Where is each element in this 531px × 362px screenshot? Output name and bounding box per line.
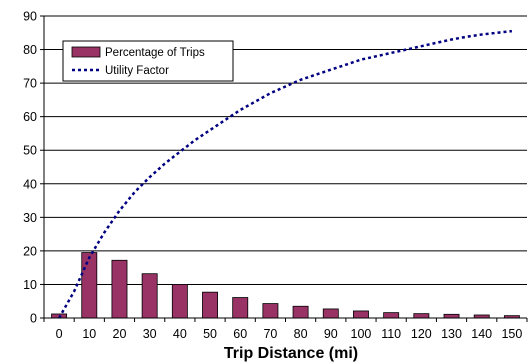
y-tick-label: 40 <box>23 177 37 191</box>
bar <box>322 308 339 319</box>
x-tick-label: 30 <box>143 327 157 341</box>
bar <box>171 284 188 319</box>
x-tick-label: 150 <box>501 327 522 341</box>
legend: Percentage of Trips Utility Factor <box>62 40 234 82</box>
legend-label-utility-factor: Utility Factor <box>105 65 169 77</box>
x-tick-label: 50 <box>203 327 217 341</box>
bar <box>81 252 98 319</box>
y-tick-label: 80 <box>23 43 37 57</box>
x-tick-label: 140 <box>471 327 492 341</box>
x-tick-labels: 0 10 20 30 40 50 60 70 80 90 100 110 120 130 140 150 <box>56 327 523 341</box>
x-tick-label: 20 <box>113 327 127 341</box>
axes <box>40 15 528 322</box>
x-tick-label: 0 <box>56 327 63 341</box>
y-tick-label: 0 <box>30 312 37 326</box>
bar <box>353 310 369 319</box>
y-tick-label: 70 <box>23 77 37 91</box>
line-utility-factor <box>58 29 513 319</box>
x-tick-label: 100 <box>351 327 372 341</box>
utility-factor-line <box>58 29 513 319</box>
bar <box>413 313 430 319</box>
legend-swatch-percentage-of-trips <box>71 46 101 58</box>
y-tick-label: 10 <box>23 278 37 292</box>
x-axis-title: Trip Distance (mi) <box>224 345 358 362</box>
x-tick-label: 110 <box>381 327 401 341</box>
bar <box>262 303 279 319</box>
y-tick-label: 90 <box>23 10 37 24</box>
bar <box>443 313 460 319</box>
x-tick-label: 130 <box>441 327 462 341</box>
bar <box>202 291 218 319</box>
x-tick-label: 60 <box>233 327 247 341</box>
bar <box>141 273 158 319</box>
bar <box>383 312 400 319</box>
bar <box>111 259 128 319</box>
x-tick-label: 120 <box>411 327 432 341</box>
y-tick-label: 50 <box>23 144 37 158</box>
bars-percentage-of-trips <box>51 252 520 319</box>
bar <box>232 297 249 319</box>
gridlines <box>44 15 527 285</box>
y-tick-label: 60 <box>23 110 37 124</box>
x-tick-label: 80 <box>294 327 308 341</box>
bar <box>292 305 309 319</box>
x-tick-label: 10 <box>82 327 96 341</box>
legend-label-percentage-of-trips: Percentage of Trips <box>105 47 205 59</box>
y-tick-labels: 0 10 20 30 40 50 60 70 80 90 <box>23 10 37 326</box>
x-tick-label: 40 <box>173 327 187 341</box>
y-tick-label: 30 <box>23 211 37 225</box>
x-tick-label: 70 <box>263 327 277 341</box>
y-tick-label: 20 <box>23 244 37 258</box>
x-tick-label: 90 <box>324 327 338 341</box>
